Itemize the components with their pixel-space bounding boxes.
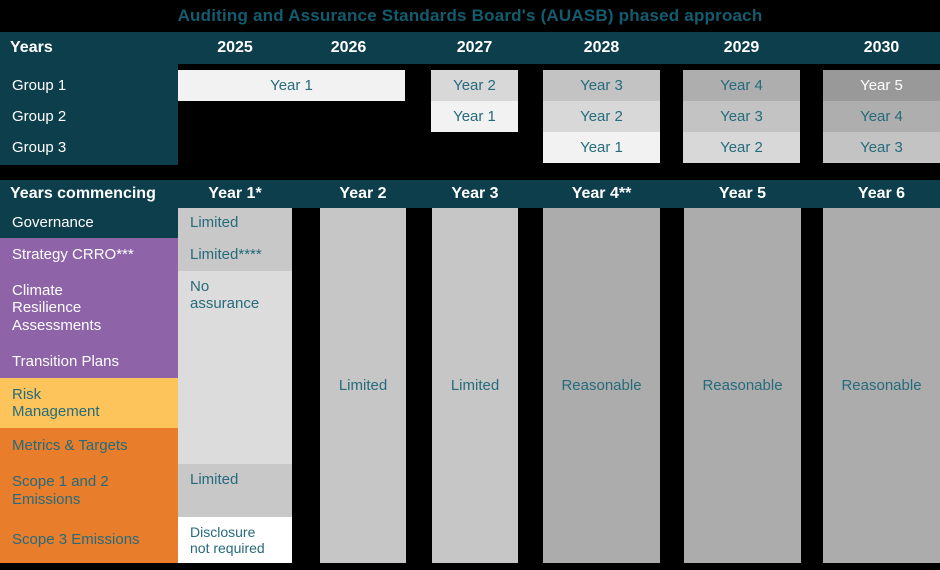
assurance-cell-strategy-year1: Limited****	[178, 238, 292, 271]
assurance-column-year-4: Reasonable	[543, 208, 660, 563]
col-header-2026: 2026	[330, 39, 367, 56]
assurance-cell-governance-year1: Limited	[178, 208, 292, 238]
phase-cell-group1-year3: Year 3	[543, 70, 660, 101]
row-label-governance: Governance	[0, 208, 178, 238]
phase-cell-group3-year1: Year 1	[543, 132, 660, 163]
assurance-column-year-3: Limited	[432, 208, 518, 563]
figure-title: Auditing and Assurance Standards Board's…	[177, 6, 763, 25]
col-header-year-6: Year 6	[857, 185, 906, 202]
row-label-scope-3-emissions: Scope 3 Emissions	[0, 517, 178, 563]
assurance-table-header-row: Years commencing Year 1* Year 2 Year 3 Y…	[0, 180, 940, 208]
row-label-risk-management: Risk Management	[0, 378, 178, 428]
row-label-strategy-crro: Strategy CRRO***	[0, 238, 178, 271]
row-label-scope-1-and-2-emissions: Scope 1 and 2 Emissions	[0, 464, 178, 517]
col-header-year-3: Year 3	[451, 185, 499, 202]
row-label-transition-plans: Transition Plans	[0, 345, 178, 378]
col-header-2027: 2027	[456, 39, 493, 56]
phase-cell-group1-year4: Year 4	[683, 70, 800, 101]
assurance-column-year-2: Limited	[320, 208, 406, 563]
row-label-group-2: Group 2	[12, 108, 67, 125]
col-header-2029: 2029	[723, 39, 760, 56]
phase-cell-group2-year2: Year 2	[543, 101, 660, 132]
phase-cell-group3-year3: Year 3	[823, 132, 940, 163]
phase-cell-group1-year1: Year 1	[178, 70, 405, 101]
groups-label-panel	[0, 64, 178, 165]
assurance-column-year-5: Reasonable	[684, 208, 801, 563]
col-header-year-5: Year 5	[718, 185, 767, 202]
col-header-years: Years	[10, 39, 53, 56]
row-label-metrics-and-targets: Metrics & Targets	[0, 428, 178, 464]
phase-cell-group2-year3: Year 3	[683, 101, 800, 132]
phase-cell-group1-year2: Year 2	[431, 70, 518, 101]
assurance-cell-no-assurance-year1: No assurance	[178, 271, 292, 464]
groups-table-header-row: Years 2025 2026 2027 2028 2029 2030	[0, 32, 940, 64]
phase-cell-group1-year5: Year 5	[823, 70, 940, 101]
assurance-cell-scope-1-2-year1: Limited	[178, 464, 292, 517]
phase-cell-group2-year1: Year 1	[431, 101, 518, 132]
row-label-climate-resilience-assessments: Climate Resilience Assessments	[0, 271, 178, 345]
phase-cell-group2-year4: Year 4	[823, 101, 940, 132]
assurance-cell-scope-3-year1: Disclosure not required	[178, 517, 292, 563]
col-header-years-commencing: Years commencing	[10, 185, 156, 202]
row-label-group-1: Group 1	[12, 77, 67, 94]
col-header-year-1: Year 1*	[208, 185, 262, 202]
col-header-year-2: Year 2	[339, 185, 387, 202]
col-header-2025: 2025	[217, 39, 253, 56]
col-header-2028: 2028	[583, 39, 620, 56]
col-header-2030: 2030	[863, 39, 900, 56]
assurance-column-year-6: Reasonable	[823, 208, 940, 563]
col-header-year-4: Year 4**	[571, 185, 632, 202]
row-label-group-3: Group 3	[12, 139, 67, 156]
phase-cell-group3-year2: Year 2	[683, 132, 800, 163]
